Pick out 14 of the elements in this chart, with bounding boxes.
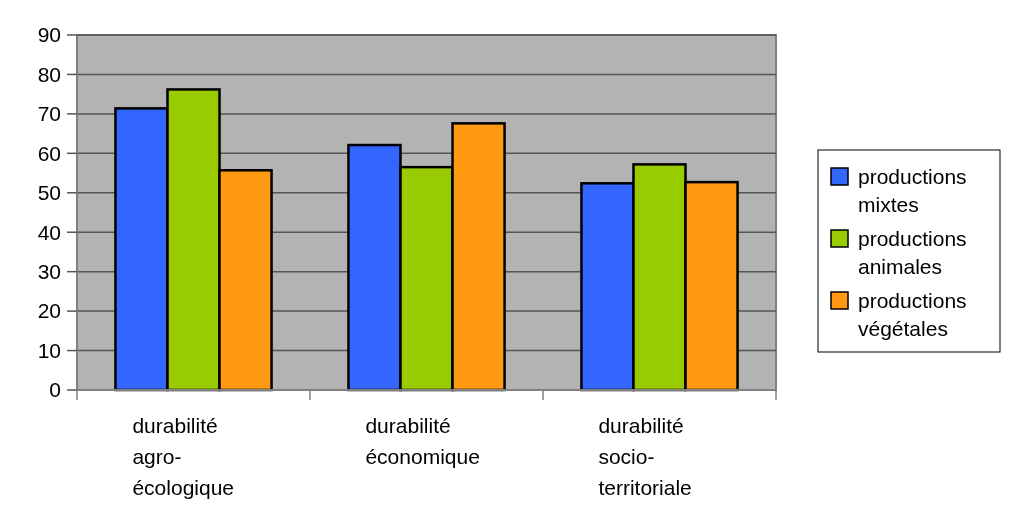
y-tick-label: 80 bbox=[37, 62, 61, 86]
y-tick-label: 70 bbox=[37, 102, 61, 126]
x-tick-label: durabilité agro-écologique bbox=[132, 414, 235, 499]
y-tick-label: 20 bbox=[37, 299, 61, 323]
y-tick-label: 50 bbox=[37, 181, 61, 205]
y-tick-label: 40 bbox=[37, 220, 61, 244]
y-tick-label: 10 bbox=[37, 338, 61, 362]
x-tick-label: durabilité socio-territoriale bbox=[598, 414, 692, 499]
y-tick-label: 30 bbox=[37, 260, 61, 284]
x-tick-label: durabilité économique bbox=[365, 414, 480, 468]
y-tick-label: 90 bbox=[37, 23, 61, 47]
y-tick-label: 60 bbox=[37, 141, 61, 165]
legend-label: productions végétales bbox=[858, 289, 967, 340]
y-tick-label: 0 bbox=[49, 378, 61, 402]
